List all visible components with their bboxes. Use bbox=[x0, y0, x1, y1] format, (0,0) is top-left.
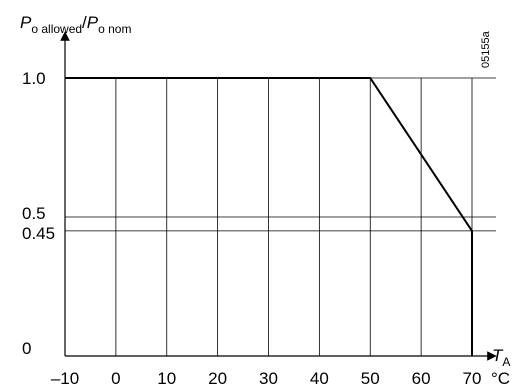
y-axis-title: Po allowed/Po nom bbox=[20, 13, 131, 36]
y-tick-label: 0.45 bbox=[22, 224, 55, 243]
x-axis-title-sub: A bbox=[502, 355, 510, 369]
grid bbox=[65, 77, 496, 356]
x-axis-title-main: T bbox=[492, 346, 504, 365]
figure-code: 05155a bbox=[480, 30, 492, 68]
y-tick-label: 1.0 bbox=[22, 69, 46, 88]
y-tick-label: 0 bbox=[22, 339, 31, 358]
y-tick-labels: 0 0.450.5 1.0 bbox=[22, 69, 55, 358]
y-axis-title-sub2: o nom bbox=[98, 22, 131, 36]
x-tick-label: 20 bbox=[208, 369, 227, 388]
series bbox=[65, 77, 473, 356]
x-tick-label: 50 bbox=[361, 369, 380, 388]
y-axis-title-p1: P bbox=[20, 13, 32, 32]
x-tick-label: 10 bbox=[157, 369, 176, 388]
x-tick-label: 0 bbox=[111, 369, 120, 388]
y-axis-title-p2: P bbox=[87, 13, 99, 32]
x-tick-labels: –10 0 10 20 30 40 50 60 70 bbox=[51, 369, 482, 388]
axes bbox=[60, 31, 497, 361]
y-axis-title-sub1: o allowed bbox=[31, 22, 82, 36]
x-tick-label: 40 bbox=[310, 369, 329, 388]
x-tick-label: 60 bbox=[412, 369, 431, 388]
x-axis-title: TA bbox=[492, 346, 510, 369]
y-axis-title-slash: / bbox=[82, 13, 87, 32]
x-tick-label: 70 bbox=[463, 369, 482, 388]
x-axis-unit: °C bbox=[491, 369, 510, 388]
x-tick-label: 30 bbox=[259, 369, 278, 388]
y-tick-label: 0.5 bbox=[22, 204, 46, 223]
derating-curve bbox=[65, 77, 473, 356]
x-tick-label: –10 bbox=[51, 369, 79, 388]
